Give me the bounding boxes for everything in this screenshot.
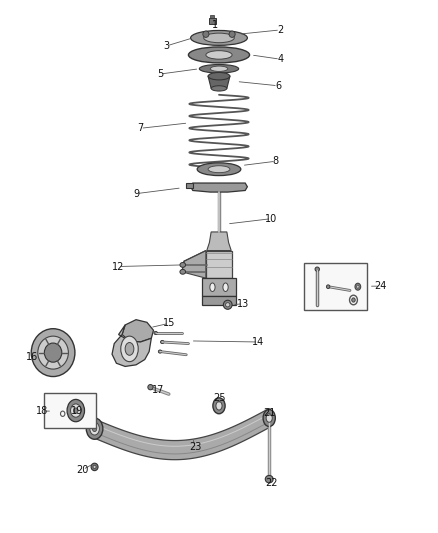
Ellipse shape — [203, 31, 209, 37]
Ellipse shape — [86, 418, 103, 439]
Ellipse shape — [266, 414, 272, 422]
Text: 13: 13 — [237, 298, 249, 309]
Text: 22: 22 — [265, 478, 278, 488]
Ellipse shape — [158, 350, 162, 353]
Text: 17: 17 — [152, 385, 164, 395]
Text: 14: 14 — [252, 337, 265, 347]
Text: 9: 9 — [133, 189, 139, 199]
Ellipse shape — [93, 465, 96, 469]
Ellipse shape — [191, 30, 247, 45]
Text: 2: 2 — [277, 25, 283, 35]
Text: 3: 3 — [163, 41, 170, 51]
Polygon shape — [186, 182, 193, 188]
Bar — [44, 393, 96, 427]
Ellipse shape — [315, 267, 319, 271]
Text: 24: 24 — [374, 281, 387, 291]
Ellipse shape — [91, 463, 98, 471]
Polygon shape — [207, 232, 231, 251]
Polygon shape — [182, 251, 206, 278]
Ellipse shape — [204, 33, 234, 43]
Ellipse shape — [199, 64, 239, 73]
Text: 23: 23 — [189, 442, 201, 452]
Polygon shape — [112, 325, 151, 367]
Ellipse shape — [226, 303, 230, 307]
Polygon shape — [95, 408, 269, 459]
Polygon shape — [208, 76, 230, 88]
Text: 6: 6 — [275, 81, 281, 91]
Text: 18: 18 — [36, 406, 48, 416]
Ellipse shape — [223, 300, 232, 309]
Ellipse shape — [180, 269, 186, 274]
Text: 8: 8 — [273, 156, 279, 166]
Ellipse shape — [92, 426, 97, 432]
Ellipse shape — [160, 341, 164, 344]
Ellipse shape — [357, 285, 359, 288]
Ellipse shape — [211, 86, 227, 91]
Ellipse shape — [223, 283, 228, 292]
Ellipse shape — [355, 283, 360, 290]
Ellipse shape — [210, 66, 228, 71]
Ellipse shape — [121, 336, 138, 362]
Ellipse shape — [197, 163, 241, 175]
Ellipse shape — [154, 332, 157, 335]
Text: 25: 25 — [213, 393, 225, 403]
Ellipse shape — [208, 166, 230, 173]
Bar — [201, 278, 237, 296]
Polygon shape — [122, 320, 153, 342]
Ellipse shape — [352, 298, 355, 302]
Polygon shape — [191, 183, 247, 192]
Ellipse shape — [229, 31, 235, 37]
Ellipse shape — [208, 72, 230, 80]
Text: 1: 1 — [212, 20, 218, 30]
Ellipse shape — [38, 336, 68, 369]
Text: 10: 10 — [265, 214, 278, 224]
Text: 20: 20 — [77, 465, 89, 474]
Ellipse shape — [206, 51, 232, 59]
Ellipse shape — [44, 343, 62, 362]
Ellipse shape — [180, 263, 186, 267]
Text: 5: 5 — [157, 69, 163, 79]
Ellipse shape — [326, 285, 330, 288]
Ellipse shape — [210, 283, 215, 292]
Ellipse shape — [90, 422, 99, 435]
Ellipse shape — [213, 398, 225, 414]
Ellipse shape — [67, 399, 85, 422]
Bar — [208, 18, 215, 24]
Bar — [210, 14, 214, 18]
Text: 7: 7 — [137, 123, 144, 133]
Text: 19: 19 — [71, 406, 83, 416]
Ellipse shape — [31, 329, 75, 376]
Text: 16: 16 — [26, 352, 38, 362]
Text: 21: 21 — [263, 408, 276, 418]
Bar — [206, 251, 232, 278]
Ellipse shape — [71, 404, 81, 417]
Bar — [304, 263, 367, 310]
Ellipse shape — [263, 409, 276, 426]
Text: 12: 12 — [113, 262, 125, 271]
Text: 15: 15 — [162, 318, 175, 328]
Ellipse shape — [148, 384, 153, 390]
Text: 4: 4 — [277, 54, 283, 64]
Ellipse shape — [188, 47, 250, 63]
Ellipse shape — [265, 475, 273, 483]
Ellipse shape — [216, 401, 222, 410]
Ellipse shape — [74, 408, 78, 413]
Ellipse shape — [125, 343, 134, 356]
Bar — [202, 296, 236, 305]
